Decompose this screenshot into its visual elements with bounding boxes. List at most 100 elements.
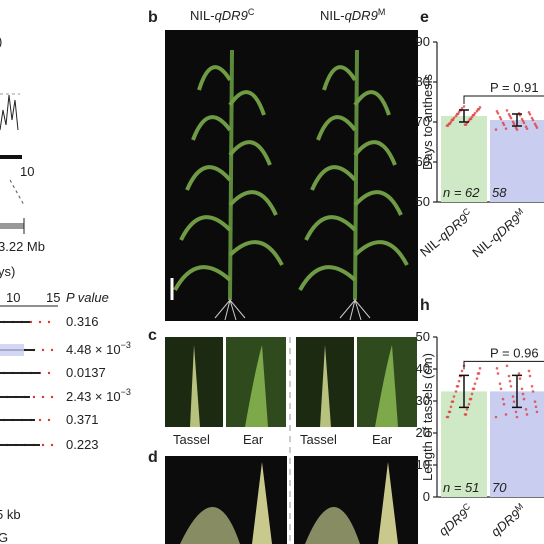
dot — [460, 369, 464, 373]
text-fragment: G — [0, 530, 8, 544]
dot — [525, 127, 529, 130]
leaf — [353, 90, 391, 116]
allele: M — [378, 7, 386, 17]
organ-label: Ear — [372, 432, 393, 447]
p-value: 4.48 × 10−3 — [66, 340, 131, 357]
dot — [452, 395, 456, 398]
dot — [446, 124, 450, 127]
allele: C — [461, 501, 473, 513]
dot — [47, 371, 51, 375]
dot — [464, 413, 468, 416]
dot — [50, 348, 54, 352]
dot — [446, 415, 450, 419]
y-tick-label: 40 — [416, 361, 430, 376]
dot — [530, 384, 534, 388]
n-label: 70 — [492, 480, 507, 495]
dot — [460, 107, 464, 110]
gene: qDR9 — [345, 8, 378, 23]
leaf — [322, 65, 357, 91]
organ-photos — [165, 337, 417, 544]
y-tick-label: 0 — [423, 489, 430, 504]
prefix: NIL- — [190, 8, 215, 23]
dot — [514, 410, 518, 414]
dot — [528, 374, 532, 378]
dot — [475, 109, 479, 113]
dot — [531, 118, 535, 122]
leaf — [197, 65, 232, 91]
organ-label: Ear — [243, 432, 264, 447]
dot — [501, 121, 505, 125]
stem — [353, 49, 359, 301]
dot — [467, 402, 471, 406]
dot — [525, 413, 529, 416]
panel-label: h — [420, 297, 430, 314]
organ-label: Tassel — [300, 432, 337, 447]
dot — [518, 377, 522, 380]
panel-label: d — [148, 449, 158, 466]
allele: C — [248, 7, 255, 17]
y-tick-label: 90 — [416, 34, 430, 49]
p-value: 0.223 — [66, 437, 99, 452]
region-bar — [0, 155, 22, 159]
p-value-exponent: −3 — [121, 340, 131, 350]
region-label: 3.22 Mb — [0, 239, 45, 254]
region-bar — [0, 223, 24, 229]
panel-label: e — [420, 9, 429, 26]
dot — [509, 384, 513, 388]
dot — [449, 120, 453, 124]
dot — [534, 405, 538, 409]
dot — [496, 372, 500, 375]
leaf — [173, 265, 232, 291]
y-tick-label: 30 — [416, 393, 430, 408]
dot — [521, 119, 525, 123]
n-label: n = 51 — [443, 480, 480, 495]
dot — [38, 320, 42, 324]
dot — [498, 382, 502, 386]
dot — [494, 128, 498, 131]
panel-label: c — [148, 327, 157, 344]
p-value-exponent: −3 — [121, 387, 131, 397]
p-value: 2.43 × 10−3 — [66, 387, 131, 404]
dot — [470, 115, 474, 119]
dot — [520, 387, 524, 391]
dot — [496, 111, 500, 115]
leaf — [228, 140, 272, 166]
y-tick-label: 50 — [416, 329, 430, 344]
axis-tick: 10 — [6, 290, 20, 305]
dot — [534, 124, 538, 128]
dot — [472, 387, 476, 391]
scale-bar-label: 5 kb — [0, 507, 21, 522]
dot — [478, 367, 482, 370]
dot — [47, 418, 51, 422]
dot — [509, 116, 513, 120]
leaf — [228, 190, 278, 216]
y-tick-label: 70 — [416, 114, 430, 129]
dot — [531, 390, 535, 393]
dot — [41, 395, 45, 399]
dot — [451, 118, 455, 122]
y-tick-label: 50 — [416, 194, 430, 209]
category-label: NIL-qDR9M — [469, 206, 529, 260]
leaf — [353, 240, 409, 266]
bar — [441, 391, 487, 497]
dot — [465, 408, 469, 411]
y-tick-label: 20 — [416, 425, 430, 440]
dot — [535, 126, 539, 129]
left-panel: ) 10 3.22 Mb ys) 10 15 P value 0.316 4.48… — [0, 34, 131, 544]
axis-title: ys) — [0, 264, 15, 279]
dot — [457, 110, 461, 114]
dot — [29, 320, 33, 324]
column-header: P value — [66, 290, 109, 305]
dot — [452, 116, 456, 120]
leaf — [191, 115, 232, 141]
error-bar — [459, 109, 469, 123]
dot — [494, 415, 498, 419]
category-label: NIL-qDR9C — [416, 206, 476, 260]
plant-photo — [165, 30, 418, 321]
p-value: 0.316 — [66, 314, 99, 329]
dot — [499, 117, 503, 121]
dot — [501, 397, 505, 401]
dot — [515, 415, 519, 419]
dot — [454, 390, 458, 393]
